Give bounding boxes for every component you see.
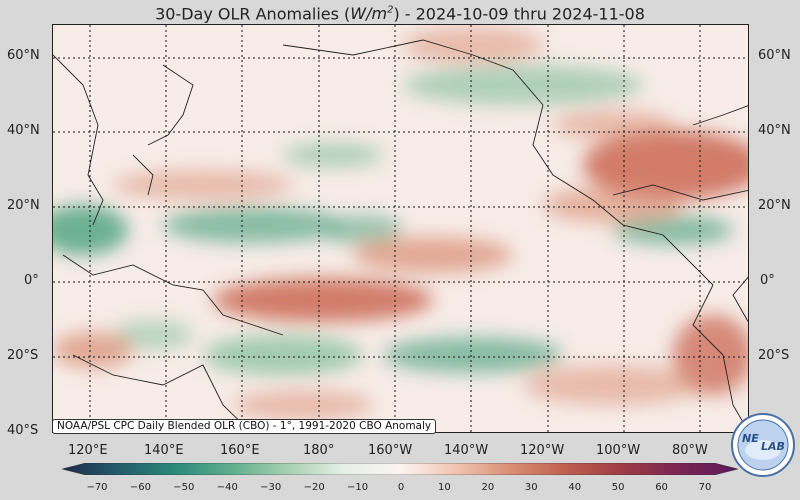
colorbar-tick-label: −20 xyxy=(303,482,325,493)
lat-label-eq: 0° xyxy=(24,273,39,288)
colorbar-tick-label: 40 xyxy=(568,482,582,493)
graticule xyxy=(53,25,748,432)
colorbar-tick-label: −50 xyxy=(173,482,195,493)
chart-title: 30-Day OLR Anomalies (W/m2) - 2024-10-09… xyxy=(155,4,645,24)
lon-label-140e: 140°E xyxy=(144,443,184,458)
lat-label-20n: 20°N xyxy=(7,198,40,213)
lat-label-40n-right: 40°N xyxy=(758,123,791,138)
lon-label-160e: 160°E xyxy=(220,443,260,458)
source-note: NOAA/PSL CPC Daily Blended OLR (CBO) - 1… xyxy=(52,419,437,434)
anomaly-field xyxy=(53,27,748,420)
lat-label-20n-right: 20°N xyxy=(758,198,791,213)
lon-label-120e: 120°E xyxy=(68,443,108,458)
colorbar-tick-label: −70 xyxy=(86,482,108,493)
lat-label-40s: 40°S xyxy=(7,423,39,438)
colorbar xyxy=(62,463,738,475)
lat-label-60n: 60°N xyxy=(7,48,40,63)
lat-label-60n-right: 60°N xyxy=(758,48,791,63)
colorbar-tick-label: 10 xyxy=(438,482,451,493)
colorbar-tick-label: 20 xyxy=(481,482,495,493)
lat-label-20s-right: 20°S xyxy=(758,348,790,363)
lon-label-180: 180° xyxy=(303,443,335,458)
lat-label-eq-right: 0° xyxy=(760,273,775,288)
colorbar-tick-label: −10 xyxy=(347,482,369,493)
colorbar-tick-label: −60 xyxy=(129,482,151,493)
lat-label-20s: 20°S xyxy=(7,348,39,363)
colorbar-tick-label: −40 xyxy=(216,482,238,493)
anomaly-map xyxy=(52,24,749,433)
colorbar-tick-label: 30 xyxy=(524,482,538,493)
colorbar-tick-label: 60 xyxy=(655,482,668,493)
colorbar-tick-label: 0 xyxy=(397,482,405,493)
lon-label-100w: 100°W xyxy=(596,443,641,458)
lon-label-120w: 120°W xyxy=(520,443,565,458)
map-canvas xyxy=(53,25,748,432)
lon-label-80w: 80°W xyxy=(672,443,708,458)
noaa-logo: NE LAB xyxy=(731,413,795,477)
lon-label-140w: 140°W xyxy=(444,443,489,458)
colorbar-tick-label: 70 xyxy=(698,482,712,493)
lat-label-40n: 40°N xyxy=(7,123,40,138)
lon-label-160w: 160°W xyxy=(368,443,413,458)
colorbar-tick-label: −30 xyxy=(260,482,282,493)
logo-text-right: LAB xyxy=(761,440,785,453)
colorbar-tick-label: 50 xyxy=(611,482,625,493)
logo-text-left: NE xyxy=(742,432,759,445)
